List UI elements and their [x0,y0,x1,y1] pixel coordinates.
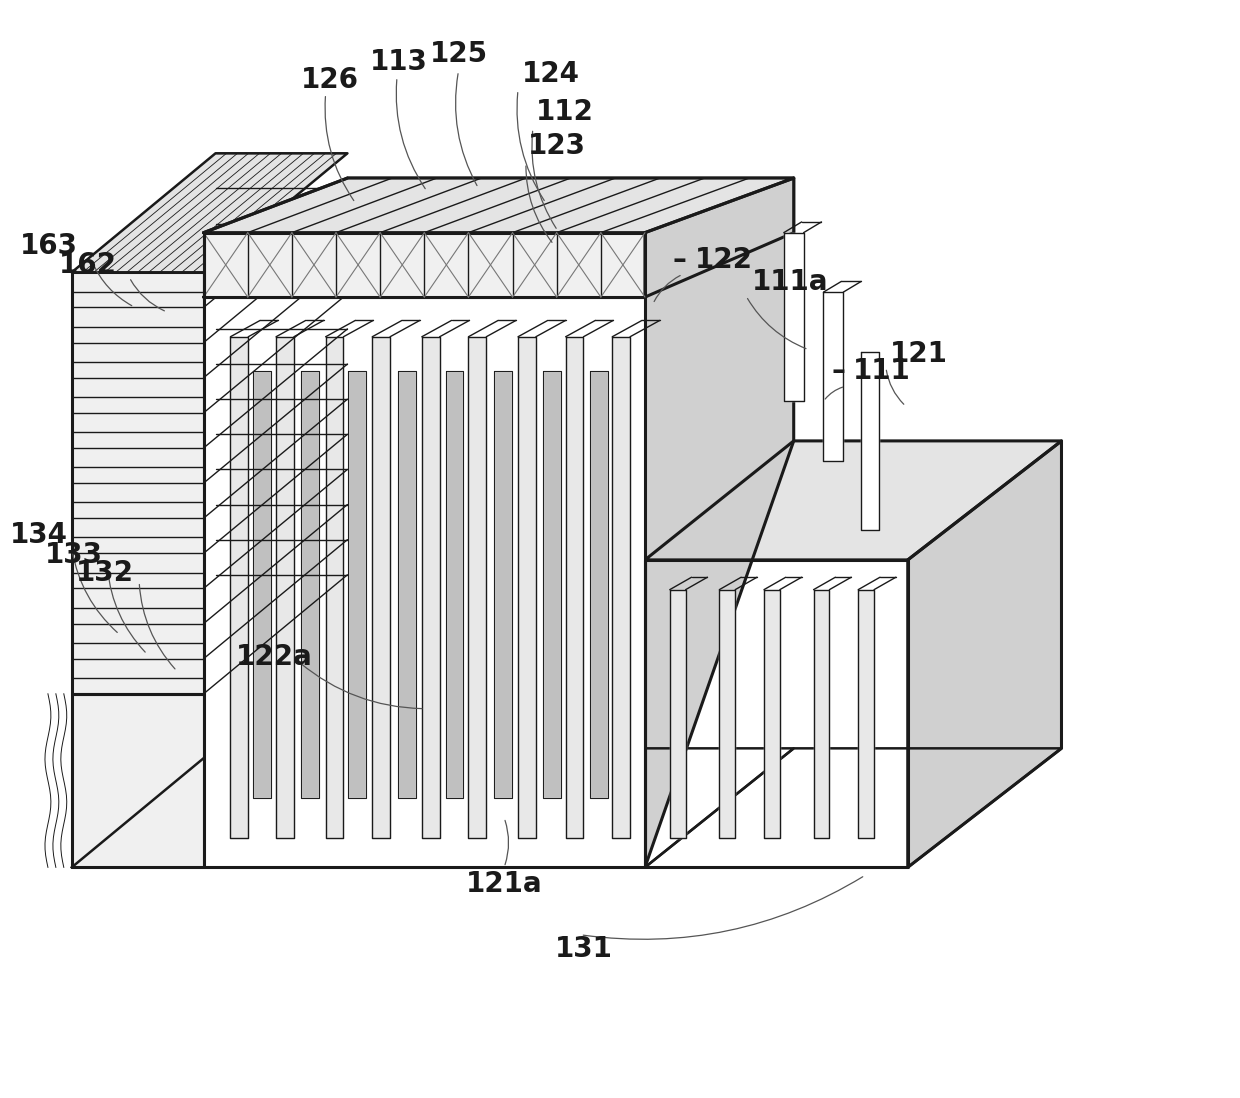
Polygon shape [645,560,908,867]
Polygon shape [231,337,248,838]
Polygon shape [495,371,512,798]
Polygon shape [203,178,794,233]
Text: 123: 123 [528,133,587,160]
Polygon shape [645,178,794,867]
Polygon shape [398,371,415,798]
Text: 121a: 121a [466,871,542,898]
Polygon shape [645,749,1061,867]
Polygon shape [784,233,804,401]
Polygon shape [203,178,794,298]
Polygon shape [764,590,780,838]
Text: 113: 113 [370,48,428,76]
Text: 122a: 122a [237,643,314,671]
Polygon shape [445,371,464,798]
Text: 131: 131 [554,934,613,963]
Polygon shape [277,337,294,838]
Polygon shape [543,371,560,798]
Text: 163: 163 [20,232,78,259]
Polygon shape [518,337,536,838]
Polygon shape [372,337,391,838]
Polygon shape [203,749,794,867]
Polygon shape [813,590,830,838]
Polygon shape [613,337,630,838]
Polygon shape [858,590,874,838]
Polygon shape [719,590,735,838]
Text: 112: 112 [536,98,594,125]
Polygon shape [301,371,319,798]
Text: 134: 134 [10,522,68,549]
Text: 124: 124 [522,60,580,88]
Polygon shape [203,233,645,298]
Polygon shape [72,694,203,867]
Polygon shape [253,371,272,798]
Text: 162: 162 [60,251,118,279]
Polygon shape [590,371,609,798]
Text: 133: 133 [45,541,103,569]
Polygon shape [469,337,486,838]
Text: 125: 125 [429,41,487,68]
Text: –: – [831,358,846,385]
Polygon shape [908,441,1061,867]
Polygon shape [565,337,584,838]
Polygon shape [422,337,440,838]
Text: 132: 132 [76,559,134,586]
Polygon shape [645,441,1061,560]
Polygon shape [861,351,879,530]
Text: 111: 111 [853,358,911,385]
Text: 122: 122 [694,246,753,274]
Polygon shape [72,749,347,867]
Text: –: – [673,246,687,274]
Polygon shape [72,154,347,272]
Polygon shape [348,371,366,798]
Text: 121: 121 [890,339,947,368]
Text: 126: 126 [300,66,358,94]
Polygon shape [326,337,343,838]
Polygon shape [203,298,645,867]
Polygon shape [645,178,794,298]
Text: 111a: 111a [753,268,828,296]
Polygon shape [823,292,843,461]
Polygon shape [670,590,686,838]
Polygon shape [72,272,203,694]
